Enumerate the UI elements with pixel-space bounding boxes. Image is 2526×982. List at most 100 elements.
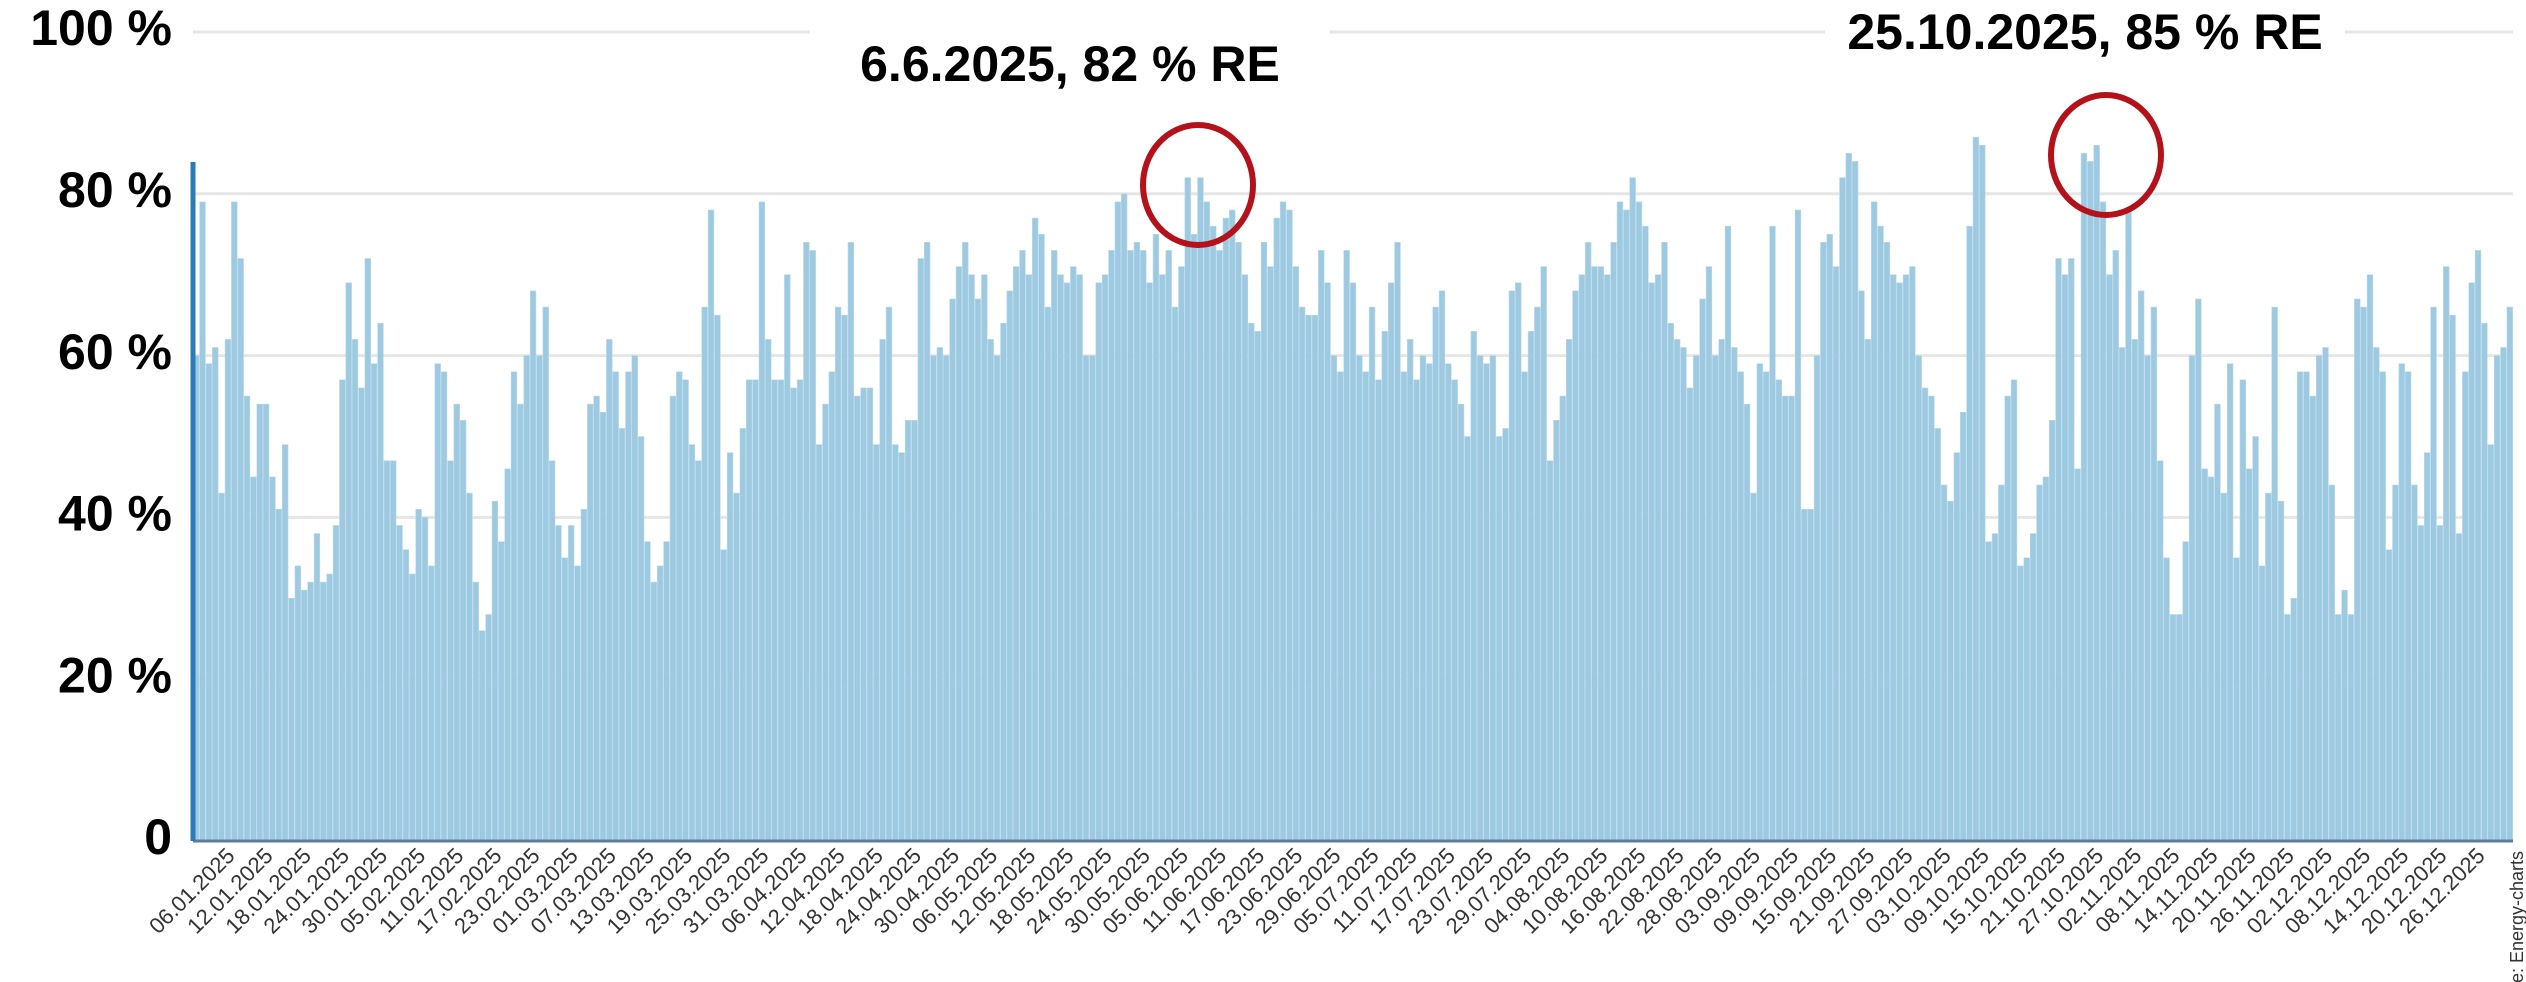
bar <box>1851 161 1859 842</box>
bar <box>313 533 321 842</box>
bar <box>2335 614 2342 842</box>
bar <box>1121 193 1128 842</box>
bar <box>2366 274 2374 842</box>
bar <box>561 557 568 842</box>
bar <box>587 403 594 842</box>
bar <box>421 517 429 842</box>
bar <box>911 420 918 842</box>
bar <box>2385 549 2393 842</box>
bar <box>758 201 766 842</box>
bar <box>555 525 562 842</box>
bar <box>809 250 816 842</box>
bar <box>2169 614 2177 842</box>
bar <box>1381 331 1388 842</box>
bar <box>1813 355 1821 842</box>
bar <box>218 492 225 842</box>
bar <box>2093 144 2100 842</box>
bar <box>479 630 486 842</box>
bar <box>1407 339 1414 842</box>
bar <box>1693 355 1700 842</box>
bar <box>2074 468 2081 842</box>
bar <box>2277 500 2285 842</box>
bar <box>1203 201 1210 842</box>
bar <box>1197 177 1204 842</box>
bar <box>1762 371 1770 842</box>
bar <box>1731 347 1738 842</box>
bar <box>1998 484 2005 842</box>
bar <box>1171 306 1179 842</box>
bar <box>2049 420 2056 842</box>
bar <box>1826 233 1833 842</box>
bar <box>1635 201 1643 842</box>
bar <box>1750 492 1757 842</box>
bar <box>1286 209 1293 842</box>
bar <box>1254 331 1261 842</box>
bar <box>326 573 333 842</box>
bar <box>1934 428 1941 842</box>
bar <box>1298 306 1306 842</box>
bar <box>1464 436 1471 842</box>
bar <box>898 452 905 842</box>
bar <box>1909 266 1916 842</box>
bar <box>701 306 708 842</box>
bar <box>517 403 524 842</box>
bar <box>612 371 619 842</box>
bar <box>498 541 505 842</box>
bar <box>1839 177 1846 842</box>
bar <box>1095 282 1102 842</box>
bar <box>2481 322 2488 842</box>
bar <box>1616 201 1624 842</box>
bar <box>2493 355 2501 842</box>
bar <box>262 403 270 842</box>
bar <box>2258 565 2266 842</box>
bar <box>1451 379 1458 842</box>
bar <box>2354 298 2361 842</box>
bar <box>580 509 588 842</box>
bar <box>199 201 206 842</box>
bar <box>599 411 607 842</box>
bar <box>1349 282 1357 842</box>
bar <box>923 242 931 842</box>
bar <box>1915 355 1922 842</box>
bar <box>2436 525 2444 842</box>
bar <box>1953 452 1960 842</box>
bar <box>2468 282 2475 842</box>
bar <box>1724 225 1732 842</box>
bar <box>2487 444 2494 842</box>
bar <box>1559 395 1566 842</box>
bar <box>606 339 613 842</box>
bar <box>663 541 670 842</box>
bar <box>243 395 251 842</box>
bar <box>1572 290 1579 842</box>
bar <box>2029 533 2037 842</box>
bar <box>466 492 473 842</box>
bar <box>1222 217 1230 842</box>
bar <box>2506 306 2513 842</box>
bar <box>2449 314 2456 842</box>
bar <box>2150 306 2158 842</box>
bar <box>1623 209 1630 842</box>
bar <box>1457 403 1465 842</box>
bar <box>2379 371 2386 842</box>
bar <box>2004 395 2011 842</box>
bar <box>1743 403 1751 842</box>
bar <box>822 403 829 842</box>
bar <box>1387 282 1395 842</box>
bar <box>790 387 797 842</box>
bar <box>2226 363 2234 842</box>
annotation-circle <box>1140 122 1256 248</box>
bar <box>1801 509 1808 842</box>
bar <box>943 355 950 842</box>
bar <box>815 444 823 842</box>
bar <box>860 387 867 842</box>
bar <box>2360 306 2367 842</box>
bar <box>428 565 435 842</box>
bar <box>440 371 448 842</box>
bar <box>288 597 295 842</box>
bar <box>1718 339 1725 842</box>
y-tick-label: 40 % <box>58 486 172 542</box>
bar <box>447 460 454 842</box>
bar <box>2176 614 2183 842</box>
bar <box>1063 282 1071 842</box>
